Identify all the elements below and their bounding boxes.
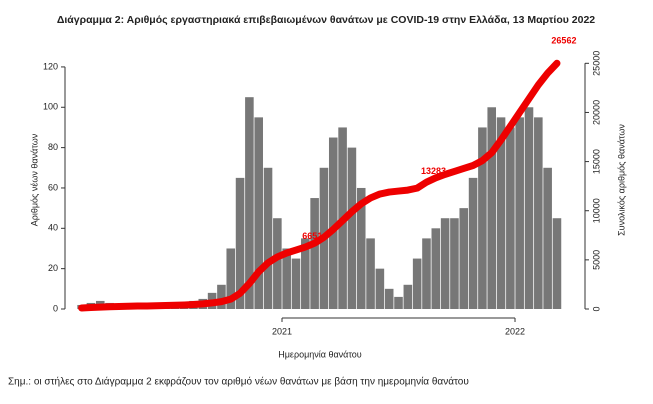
y-tick-label: 20 [48,263,58,273]
y2-tick-label: 20000 [591,100,601,125]
bar [506,127,515,310]
bar [524,107,534,309]
bar [422,238,431,309]
x-axis-label: Ημερομηνία θανάτου [278,349,362,359]
y2-tick-label: 5000 [591,250,601,270]
y2-tick-label: 10000 [591,198,601,223]
y-tick-label: 0 [53,303,58,313]
x-tick-label: 2022 [505,326,525,336]
y-axis-label: Αριθμός νέων θανάτων [29,133,39,226]
x-tick-label: 2021 [272,326,292,336]
bar [487,107,497,309]
bar [450,218,459,309]
bar [263,167,273,309]
footnote: Σημ.: οι στήλες στο Διάγραμμα 2 εκφράζου… [8,376,469,388]
y-tick-label: 60 [48,182,58,192]
bar [394,296,403,309]
bar [534,117,543,309]
y-tick-label: 80 [48,142,58,152]
bar [440,218,450,309]
bar [356,187,366,309]
bar [226,248,236,309]
bar [328,137,338,309]
bar [412,258,422,309]
bar [431,228,441,309]
bar [273,218,282,309]
y2-tick-label: 15000 [591,149,601,174]
bar [478,127,487,310]
bar [301,238,310,309]
bar [291,258,301,309]
bar [543,167,552,309]
bar [235,177,245,309]
y-tick-label: 100 [43,102,58,112]
bar [347,147,357,309]
bar [282,248,291,309]
bar [552,218,562,309]
bar [459,208,469,309]
bar [384,288,394,309]
cumulative-label: 26562 [551,35,576,45]
y2-axis-label: Συνολικός αριθμός θανάτων [616,124,626,236]
bar [496,117,506,309]
cumulative-line [78,59,561,312]
bar [217,284,226,309]
chart-title: Διάγραμμα 2: Αριθμός εργαστηριακά επιβεβ… [57,14,595,26]
bar [310,198,319,309]
bar [515,117,524,309]
y2-tick-label: 25000 [591,51,601,76]
bar [245,97,254,310]
y-tick-label: 120 [43,61,58,71]
cumulative-label: 13283 [421,166,446,176]
bar [468,177,478,309]
bar [403,284,413,309]
cumulative-label: 6651 [302,231,322,241]
bar [375,268,385,309]
y2-tick-label: 0 [591,306,601,311]
bar [254,117,263,309]
y-tick-label: 40 [48,223,58,233]
bar [366,238,375,309]
